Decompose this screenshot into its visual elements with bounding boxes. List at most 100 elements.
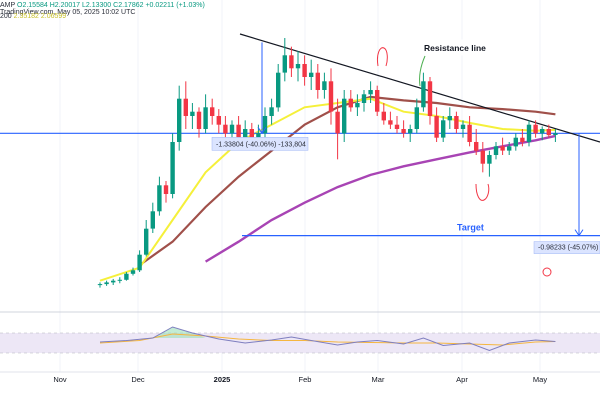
candle <box>381 103 386 125</box>
candle-body <box>335 111 340 134</box>
candle <box>144 220 149 257</box>
ma-legend: 200 2.35182 2.06599 <box>0 13 66 20</box>
candle <box>493 142 499 160</box>
candle-body <box>421 81 426 108</box>
candle-body <box>302 64 307 77</box>
candle-body <box>243 129 248 138</box>
candle-body <box>229 124 235 134</box>
attribution-text: TradingView.com, May 05, 2025 10:02 UTC <box>0 9 135 16</box>
candle <box>302 55 307 86</box>
candle-body <box>97 284 103 286</box>
candle <box>368 81 373 103</box>
candle <box>124 272 129 281</box>
candle <box>309 59 314 90</box>
candle <box>295 51 301 82</box>
candle-body <box>540 129 545 134</box>
candle <box>460 120 466 138</box>
candle <box>546 124 551 138</box>
candle <box>157 176 162 216</box>
candle-body <box>361 94 367 103</box>
touch-highlight-top <box>377 47 388 67</box>
candle <box>361 90 367 112</box>
candle-body <box>381 111 386 121</box>
measure-label-1-bg <box>211 137 309 151</box>
candle-body <box>441 120 446 138</box>
candle <box>203 94 208 134</box>
candle <box>355 94 360 116</box>
measure-arrowhead-2 <box>574 229 584 237</box>
candle <box>229 120 235 141</box>
candle-body <box>163 185 169 194</box>
candle-body <box>342 98 347 134</box>
candle <box>394 116 400 134</box>
candle <box>163 181 169 203</box>
candle-body <box>315 72 320 90</box>
candle-body <box>262 116 268 134</box>
candle <box>276 64 281 112</box>
candle-body <box>203 107 208 129</box>
candle-body <box>137 254 142 271</box>
candle <box>315 64 320 99</box>
candle-body <box>507 146 512 151</box>
candle-body <box>157 185 162 212</box>
candle <box>467 116 472 147</box>
candle-body <box>328 81 334 112</box>
x-tick-label: Mar <box>372 375 385 384</box>
candle <box>216 109 221 134</box>
candle-body <box>493 146 499 155</box>
x-tick-label: Dec <box>131 375 145 384</box>
candle-body <box>177 98 182 142</box>
candle <box>150 202 155 233</box>
ma-period-label: 200 <box>0 13 12 20</box>
candle <box>388 111 393 129</box>
symbol-name-suffix: AMP <box>0 2 16 9</box>
measure-label-1: -1.33804 (-40.06%) -133,804 <box>216 141 306 148</box>
candle-body <box>414 107 419 129</box>
candle <box>454 111 459 134</box>
candle-body <box>375 90 380 112</box>
target-label: Target <box>457 223 484 233</box>
candle-body <box>480 150 485 164</box>
candle-body <box>546 129 551 136</box>
resistance-label: Resistance line <box>424 43 486 53</box>
candle <box>375 85 380 116</box>
candle-body <box>111 280 116 283</box>
candle <box>196 107 202 138</box>
resistance-label-bg <box>417 39 491 56</box>
candle <box>526 120 532 147</box>
candle <box>487 150 492 177</box>
candle <box>421 72 426 112</box>
candle <box>474 129 479 155</box>
candle-body <box>408 129 413 134</box>
candle <box>97 282 103 288</box>
target-highlight <box>542 267 552 277</box>
candle-body <box>454 116 459 129</box>
ohlc-values: O2.15584 H2.20017 L2.13300 C2.17862 +0.0… <box>17 2 205 9</box>
candle-body <box>282 55 287 73</box>
candle-body <box>348 98 353 108</box>
candle <box>177 85 182 151</box>
candle <box>289 46 294 77</box>
candle <box>210 98 215 125</box>
candle-body <box>526 124 532 142</box>
candle <box>520 129 525 147</box>
candle-body <box>500 146 505 151</box>
measure-label-2: -0.98233 (-45.07%) <box>538 245 598 252</box>
candle-body <box>130 270 136 274</box>
candle-body <box>355 103 360 108</box>
candle-body <box>236 124 241 138</box>
candle <box>328 68 334 125</box>
resistance-trendline <box>239 33 600 143</box>
candle-body <box>144 228 149 255</box>
candle-body <box>223 124 228 134</box>
candle-body <box>401 129 406 134</box>
candle <box>130 267 136 276</box>
candle-body <box>533 124 538 134</box>
candle <box>408 124 413 142</box>
candle <box>348 90 353 112</box>
candle-body <box>467 124 472 142</box>
candle-body <box>249 129 254 138</box>
candle-body <box>553 133 558 135</box>
